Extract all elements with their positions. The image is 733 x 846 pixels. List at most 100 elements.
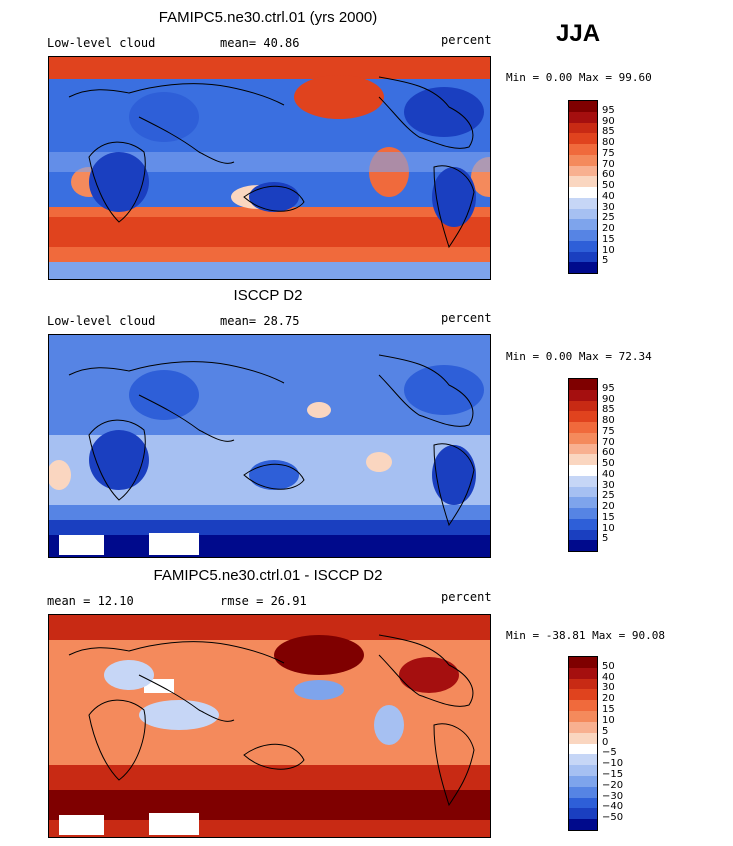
colorbar-label: 85 — [602, 126, 615, 138]
colorbar-label: −30 — [602, 790, 624, 802]
panel3-units: percent — [441, 590, 492, 604]
colorbar-swatch — [569, 540, 597, 552]
colorbar-swatch — [569, 262, 597, 274]
colorbar-label: −50 — [602, 812, 624, 824]
colorbar-label: 5 — [602, 255, 609, 267]
colorbar-label: −10 — [602, 758, 624, 770]
colorbar-swatch — [569, 122, 597, 134]
colorbar-swatch — [569, 251, 597, 263]
colorbar-swatch — [569, 197, 597, 209]
colorbar-label: 90 — [602, 393, 615, 405]
colorbar-swatch — [569, 230, 597, 241]
colorbar-label: 5 — [602, 533, 609, 545]
colorbar-swatch — [569, 689, 597, 701]
colorbar-label: 15 — [602, 511, 615, 523]
colorbar-label: 0 — [602, 736, 609, 748]
colorbar-label: 60 — [602, 447, 615, 459]
colorbar-swatch — [569, 101, 597, 112]
panel1-mean-label: mean= 40.86 — [220, 36, 300, 50]
colorbar-label: −15 — [602, 768, 624, 780]
colorbar-swatch — [569, 678, 597, 690]
panel3-mean-label: rmse = 26.91 — [220, 594, 307, 608]
colorbar-swatch — [569, 432, 597, 444]
colorbar-label: 95 — [602, 382, 615, 394]
colorbar-label: 75 — [602, 147, 615, 159]
colorbar-swatch — [569, 732, 597, 744]
colorbar-label: 50 — [602, 180, 615, 191]
colorbar-label: 50 — [602, 458, 615, 469]
colorbar-swatch — [569, 486, 597, 498]
panel3-minmax: Min = -38.81 Max = 90.08 — [506, 629, 665, 642]
panel2-title: ISCCP D2 — [233, 287, 303, 304]
colorbar-swatch — [569, 379, 597, 390]
panel1-title: FAMIPC5.ne30.ctrl.01 (yrs 2000) — [158, 9, 378, 26]
colorbar-label: −40 — [602, 801, 624, 813]
panel1-map — [48, 56, 491, 280]
season-label: JJA — [556, 20, 601, 47]
colorbar-swatch — [569, 743, 597, 755]
colorbar-label: 85 — [602, 404, 615, 416]
colorbar-label: −20 — [602, 779, 624, 791]
colorbar-label: 30 — [602, 682, 615, 694]
colorbar-swatch — [569, 808, 597, 820]
colorbar-label: 30 — [602, 201, 615, 213]
panel2-units: percent — [441, 311, 492, 325]
colorbar-label: 80 — [602, 415, 615, 426]
colorbar-swatch — [569, 529, 597, 541]
colorbar-swatch — [569, 389, 597, 401]
colorbar-swatch — [569, 700, 597, 712]
colorbar-swatch — [569, 819, 597, 831]
colorbar-label: 20 — [602, 501, 615, 512]
colorbar-label: 10 — [602, 522, 615, 534]
colorbar-swatch — [569, 775, 597, 787]
colorbar-label: 95 — [602, 104, 615, 116]
colorbar-label: 30 — [602, 479, 615, 491]
colorbar-swatch — [569, 518, 597, 530]
colorbar-label: 75 — [602, 425, 615, 437]
colorbar-label: 20 — [602, 693, 615, 705]
colorbar-label: 5 — [602, 725, 609, 737]
colorbar-swatch — [569, 240, 597, 252]
colorbar-swatch — [569, 187, 597, 198]
panel1-minmax: Min = 0.00 Max = 99.60 — [506, 71, 652, 84]
panel2-colorbar — [568, 378, 598, 552]
colorbar-swatch — [569, 219, 597, 231]
colorbar-swatch — [569, 711, 597, 723]
colorbar-label: 80 — [602, 137, 615, 148]
colorbar-label: 40 — [602, 190, 615, 202]
colorbar-label: 20 — [602, 223, 615, 234]
colorbar-swatch — [569, 144, 597, 155]
colorbar-swatch — [569, 765, 597, 777]
panel2-left-label: Low-level cloud — [47, 314, 156, 328]
colorbar-label: 25 — [602, 490, 615, 502]
colorbar-label: 90 — [602, 115, 615, 127]
colorbar-label: 70 — [602, 436, 615, 448]
panel1-colorbar — [568, 100, 598, 274]
colorbar-label: −5 — [602, 747, 617, 759]
panel3-left-label: mean = 12.10 — [47, 594, 134, 608]
colorbar-swatch — [569, 165, 597, 177]
colorbar-swatch — [569, 133, 597, 145]
colorbar-swatch — [569, 721, 597, 733]
colorbar-label: 25 — [602, 212, 615, 224]
panel2-minmax: Min = 0.00 Max = 72.34 — [506, 350, 652, 363]
panel3-map — [48, 614, 491, 838]
colorbar-swatch — [569, 667, 597, 679]
colorbar-label: 40 — [602, 468, 615, 480]
colorbar-swatch — [569, 786, 597, 798]
colorbar-label: 40 — [602, 671, 615, 683]
panel3-colorbar — [568, 656, 598, 831]
colorbar-label: 15 — [602, 233, 615, 245]
colorbar-swatch — [569, 400, 597, 412]
colorbar-swatch — [569, 422, 597, 433]
colorbar-swatch — [569, 754, 597, 766]
colorbar-swatch — [569, 454, 597, 466]
colorbar-swatch — [569, 411, 597, 423]
colorbar-swatch — [569, 443, 597, 455]
colorbar-label: 15 — [602, 704, 615, 716]
panel2-map — [48, 334, 491, 558]
colorbar-swatch — [569, 475, 597, 487]
colorbar-swatch — [569, 208, 597, 220]
colorbar-swatch — [569, 154, 597, 166]
panel3-title: FAMIPC5.ne30.ctrl.01 - ISCCP D2 — [153, 567, 383, 584]
